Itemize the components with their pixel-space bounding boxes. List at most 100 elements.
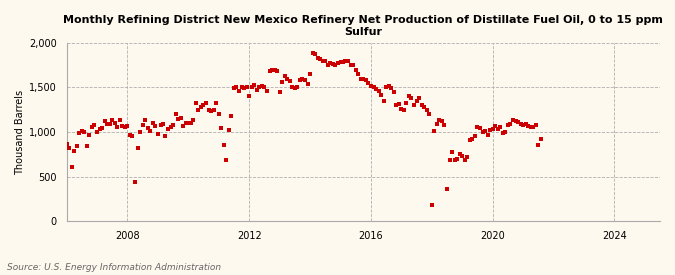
Point: [231, 84, 242, 89]
Point: [178, 123, 189, 128]
Point: [302, 82, 313, 86]
Point: [340, 59, 351, 63]
Point: [441, 187, 452, 191]
Point: [508, 118, 518, 123]
Point: [190, 101, 201, 106]
Point: [228, 86, 239, 90]
Point: [429, 129, 440, 133]
Point: [510, 119, 521, 123]
Point: [82, 144, 92, 148]
Point: [256, 84, 267, 88]
Point: [421, 108, 432, 112]
Point: [338, 59, 348, 64]
Point: [69, 148, 80, 153]
Point: [173, 116, 184, 121]
Y-axis label: Thousand Barrels: Thousand Barrels: [15, 89, 25, 175]
Point: [234, 89, 244, 93]
Point: [454, 152, 465, 156]
Point: [304, 72, 315, 76]
Point: [500, 130, 511, 134]
Point: [186, 121, 196, 125]
Point: [452, 156, 462, 161]
Point: [490, 123, 501, 128]
Point: [323, 63, 333, 67]
Point: [86, 125, 97, 129]
Point: [142, 125, 153, 130]
Point: [345, 63, 356, 67]
Point: [209, 108, 219, 112]
Point: [104, 122, 115, 126]
Point: [107, 118, 117, 123]
Point: [277, 80, 288, 84]
Point: [132, 146, 143, 150]
Point: [320, 59, 331, 63]
Point: [427, 203, 437, 207]
Point: [457, 154, 468, 158]
Point: [325, 60, 335, 65]
Title: Monthly Refining District New Mexico Refinery Net Production of Distillate Fuel : Monthly Refining District New Mexico Ref…: [63, 15, 664, 37]
Point: [416, 103, 427, 108]
Point: [76, 129, 87, 133]
Point: [216, 125, 227, 130]
Point: [492, 127, 503, 131]
Point: [261, 89, 272, 93]
Point: [183, 121, 194, 125]
Point: [165, 125, 176, 129]
Point: [153, 131, 163, 136]
Point: [114, 118, 125, 123]
Point: [145, 129, 156, 133]
Point: [513, 120, 524, 124]
Point: [163, 127, 173, 131]
Point: [505, 122, 516, 126]
Point: [462, 155, 472, 159]
Point: [528, 125, 539, 129]
Point: [200, 100, 211, 105]
Point: [272, 68, 283, 73]
Point: [198, 103, 209, 108]
Point: [74, 131, 84, 135]
Point: [386, 86, 397, 90]
Point: [66, 164, 77, 169]
Point: [327, 62, 338, 67]
Point: [418, 105, 429, 109]
Point: [279, 74, 290, 78]
Point: [317, 59, 328, 63]
Point: [130, 180, 140, 184]
Point: [269, 67, 280, 72]
Point: [246, 84, 257, 89]
Point: [160, 133, 171, 138]
Point: [213, 112, 224, 116]
Point: [300, 78, 310, 82]
Point: [313, 56, 323, 60]
Point: [472, 125, 483, 129]
Point: [343, 59, 354, 63]
Point: [180, 121, 191, 125]
Point: [378, 99, 389, 103]
Point: [211, 100, 221, 105]
Point: [485, 128, 495, 132]
Point: [64, 146, 75, 150]
Point: [477, 130, 488, 134]
Point: [447, 149, 458, 154]
Point: [535, 137, 546, 141]
Point: [61, 142, 72, 147]
Point: [137, 123, 148, 127]
Point: [122, 123, 133, 128]
Point: [176, 116, 186, 120]
Point: [221, 158, 232, 163]
Point: [196, 105, 207, 109]
Point: [434, 118, 445, 123]
Point: [399, 108, 410, 112]
Point: [112, 125, 123, 129]
Point: [155, 123, 166, 127]
Point: [292, 85, 303, 90]
Point: [502, 123, 513, 127]
Text: Source: U.S. Energy Information Administration: Source: U.S. Energy Information Administ…: [7, 263, 221, 272]
Point: [368, 85, 379, 90]
Point: [284, 79, 295, 83]
Point: [487, 127, 498, 131]
Point: [406, 96, 417, 100]
Point: [119, 125, 130, 129]
Point: [522, 123, 533, 128]
Point: [287, 85, 298, 90]
